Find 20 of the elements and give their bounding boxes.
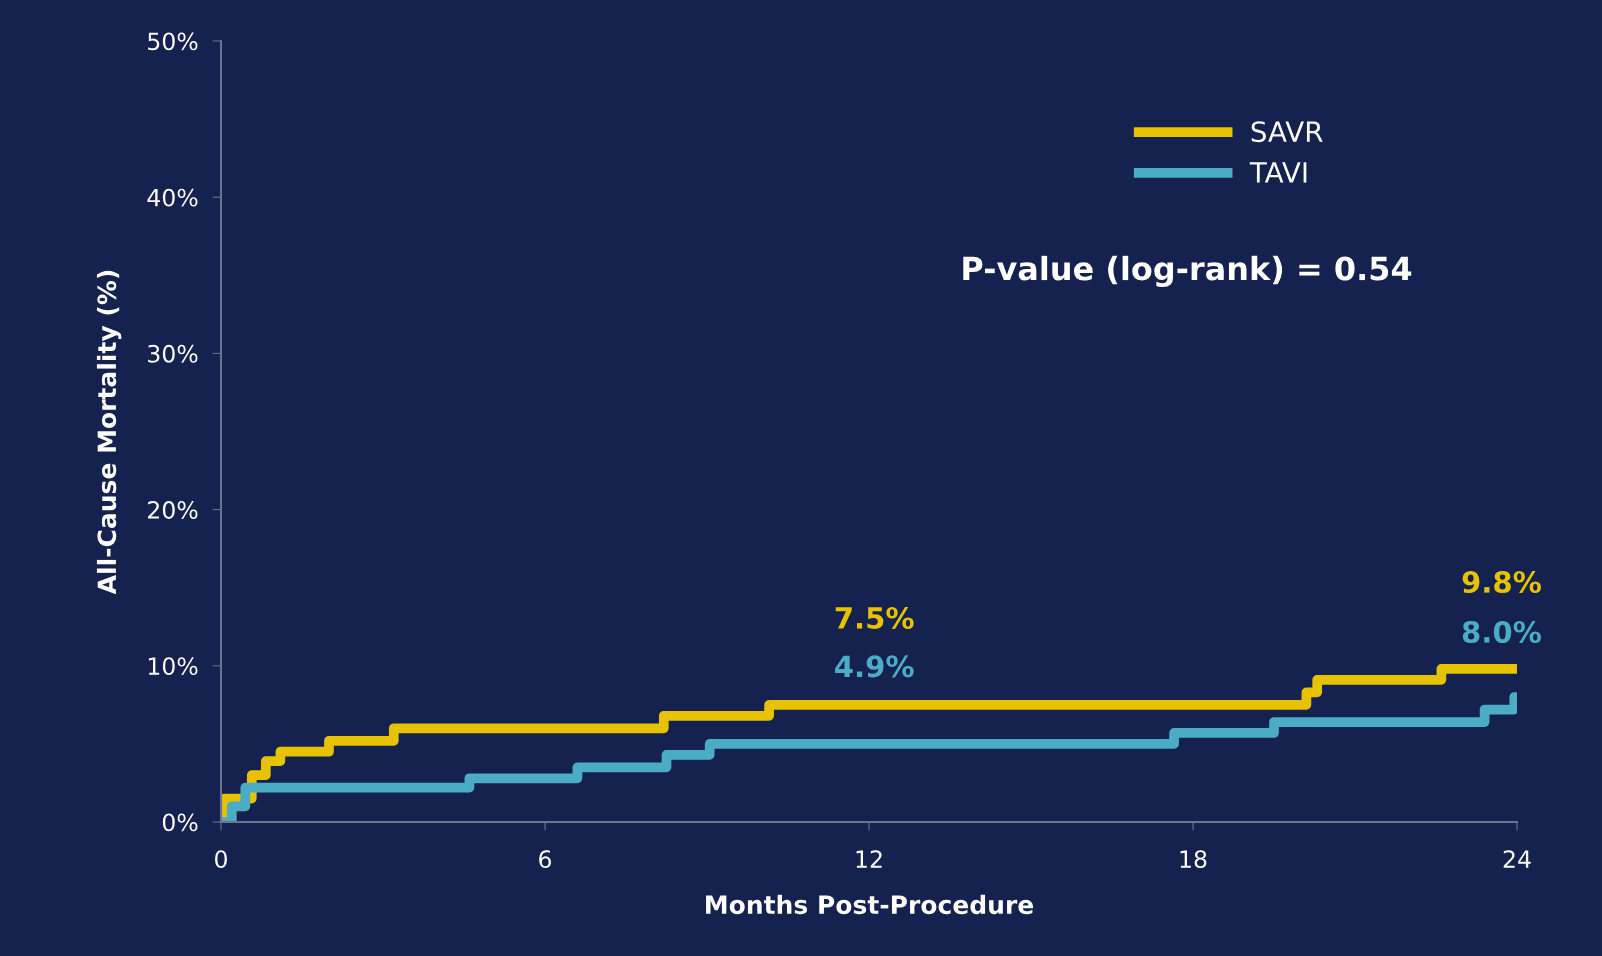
y-tick-label: 40%: [147, 188, 198, 207]
y-axis-title: All-Cause Mortality (%): [96, 270, 122, 595]
x-tick-label: 18: [1180, 850, 1207, 869]
x-tick-label: 0: [215, 850, 227, 869]
annotation: P-value (log-rank) = 0.54: [963, 255, 1412, 287]
annotation: 7.5%: [835, 606, 914, 629]
annotation: 4.9%: [835, 655, 914, 678]
annotation: 8.0%: [1462, 620, 1541, 644]
y-tick-label: 0%: [162, 813, 198, 832]
y-tick-label: 20%: [148, 501, 198, 519]
annotation: 9.8%: [1462, 570, 1541, 594]
x-tick-label: 12: [856, 850, 882, 868]
x-tick-label: 6: [539, 850, 552, 869]
y-tick-label: 50%: [148, 32, 198, 51]
legend-label: SAVR: [1251, 121, 1323, 143]
x-tick-label: 24: [1503, 850, 1531, 868]
y-tick-label: 10%: [148, 657, 198, 676]
x-axis-title: Months Post-Procedure: [706, 894, 1034, 915]
legend-label: TAVI: [1249, 162, 1307, 183]
y-tick-label: 30%: [148, 344, 198, 363]
